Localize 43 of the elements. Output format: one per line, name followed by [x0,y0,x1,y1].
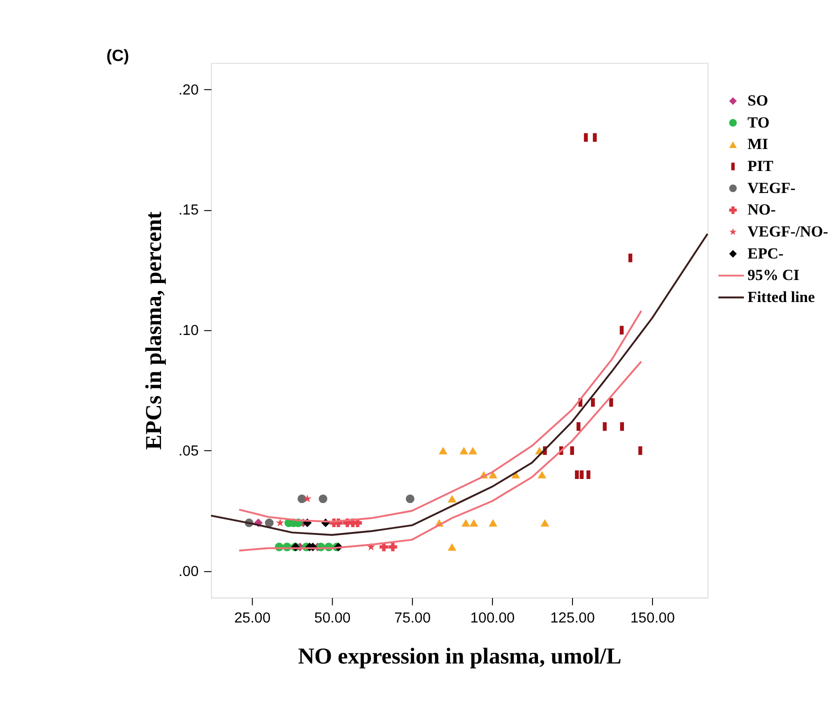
point [468,446,478,454]
point [469,519,478,527]
legend-label: EPC- [748,245,784,262]
text: (C) [106,46,130,65]
legend-label: VEGF- [748,180,796,197]
point [448,495,456,503]
point [264,518,274,528]
point [448,543,456,551]
legend-label: NO- [748,202,776,219]
point [460,446,468,454]
point [461,519,470,527]
legend-label: Fitted line [748,288,815,306]
legend-label: MI [748,136,768,154]
legend-label: VEGF-/NO- [748,224,828,241]
x-tick-label: 125.00 [550,610,595,627]
point [540,519,550,527]
point [538,470,546,478]
y-tick-label: .20 [178,82,199,98]
y-tick-label: .00 [178,564,199,580]
point [488,519,498,527]
point [438,446,448,454]
legend-label: TO [748,114,770,132]
point [298,494,306,504]
x-tick-label: 75.00 [394,610,431,627]
y-tick-label: .15 [178,202,199,219]
y-axis-title: EPCs in plasma, percent [141,211,166,450]
point [276,518,284,526]
point [318,494,328,504]
x-tick-label: 150.00 [630,610,675,627]
point [388,542,398,552]
line-series [210,232,708,536]
legend-label: PIT [748,158,774,176]
line-series [238,360,642,552]
y-tick-label: .05 [178,444,199,460]
y-tick-label: .10 [178,323,199,340]
legend-label: SO [748,92,768,110]
point [303,494,312,502]
x-tick-label: 25.00 [234,610,271,627]
x-axis-title: NO expression in plasma, umol/L [298,643,622,668]
point [406,494,414,504]
legend-label: 95% CI [748,267,800,284]
x-tick-label: 50.00 [314,610,351,627]
x-tick-label: 100.00 [470,610,515,627]
